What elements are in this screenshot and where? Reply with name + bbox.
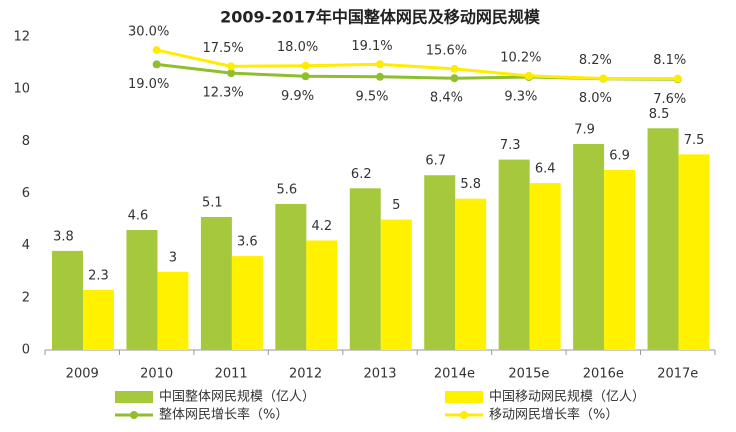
legend-label: 中国整体网民规模（亿人） <box>159 390 315 405</box>
data-label: 19.1% <box>351 39 392 54</box>
line-marker <box>599 74 608 83</box>
legend-label: 整体网民增长率（%） <box>159 407 288 423</box>
data-label: 3 <box>169 250 177 265</box>
bar <box>647 128 679 350</box>
data-label: 9.9% <box>281 89 314 104</box>
line-marker <box>227 62 236 71</box>
bar <box>83 290 114 350</box>
line <box>156 48 678 81</box>
x-tick-label: 2015e <box>508 367 549 382</box>
y-tick-label: 0 <box>22 343 30 358</box>
x-tick-label: 2010 <box>140 367 173 382</box>
x-tick-label: 2016e <box>583 367 624 382</box>
bar <box>604 170 636 350</box>
data-label: 9.5% <box>355 89 388 104</box>
data-label: 9.3% <box>504 90 537 105</box>
bar <box>380 219 412 350</box>
bar <box>126 230 158 350</box>
line-marker <box>673 74 682 83</box>
line-marker <box>301 61 310 70</box>
legend-swatch <box>115 391 153 403</box>
bar <box>52 250 83 350</box>
data-label: 5.1 <box>202 195 223 210</box>
legend-swatch <box>445 391 483 403</box>
data-label: 12.3% <box>202 86 243 101</box>
line-marker <box>450 74 459 83</box>
bar <box>349 188 381 350</box>
data-label: 7.5 <box>684 133 705 148</box>
data-label: 18.0% <box>277 40 318 55</box>
bar <box>573 143 605 350</box>
data-label: 5.6 <box>276 182 297 197</box>
y-tick-label: 2 <box>22 290 30 305</box>
data-label: 7.3 <box>500 138 521 153</box>
legend-label: 移动网民增长率（%） <box>489 407 618 423</box>
data-label: 8.2% <box>579 53 612 68</box>
x-tick-label: 2009 <box>66 367 99 382</box>
line-marker <box>524 71 533 80</box>
data-label: 7.9 <box>574 122 595 137</box>
legend-label: 中国移动网民规模（亿人） <box>489 390 645 405</box>
line-marker <box>152 60 161 69</box>
data-label: 8.0% <box>579 91 612 106</box>
data-label: 8.4% <box>430 91 463 106</box>
bar <box>306 240 338 350</box>
data-label: 4.6 <box>128 209 149 224</box>
data-label: 17.5% <box>202 41 243 56</box>
data-label: 6.7 <box>425 154 446 169</box>
y-tick-label: 8 <box>22 134 30 149</box>
data-label: 8.5 <box>649 107 670 122</box>
data-label: 6.4 <box>535 162 556 177</box>
data-label: 6.9 <box>609 149 630 164</box>
data-label: 30.0% <box>128 25 169 40</box>
x-tick-label: 2014e <box>434 367 475 382</box>
data-label: 5.8 <box>460 177 481 192</box>
data-label: 3.6 <box>237 235 258 250</box>
data-label: 19.0% <box>128 77 169 92</box>
bar <box>498 159 530 350</box>
data-label: 15.6% <box>426 43 467 58</box>
x-tick-label: 2012 <box>289 367 322 382</box>
line-marker <box>376 60 384 69</box>
line-marker <box>152 46 161 55</box>
legend-swatch <box>460 411 468 419</box>
bar <box>529 183 561 350</box>
line-marker <box>450 64 459 73</box>
x-tick-label: 2011 <box>215 367 248 382</box>
bar <box>200 216 232 350</box>
data-label: 4.2 <box>311 219 332 234</box>
bar <box>678 154 710 350</box>
data-label: 5 <box>392 198 400 213</box>
x-tick-label: 2017e <box>657 367 698 382</box>
bar <box>455 198 487 350</box>
data-label: 3.8 <box>53 229 74 244</box>
data-label: 10.2% <box>500 50 541 65</box>
line-marker <box>376 72 384 81</box>
y-tick-label: 4 <box>22 238 30 253</box>
y-tick-label: 6 <box>22 186 30 201</box>
chart-title: 2009-2017年中国整体网民及移动网民规模 <box>220 8 541 27</box>
bar <box>424 175 456 350</box>
bar <box>275 203 307 350</box>
y-tick-label: 12 <box>13 30 30 45</box>
y-tick-label: 10 <box>13 82 30 97</box>
legend-swatch <box>130 411 138 419</box>
x-tick-label: 2013 <box>363 367 396 382</box>
line-marker <box>301 72 310 81</box>
data-label: 2.3 <box>88 269 109 284</box>
data-label: 7.6% <box>653 92 686 107</box>
line-marker <box>227 69 236 78</box>
bar <box>157 271 189 350</box>
data-label: 8.1% <box>653 53 686 68</box>
bar <box>231 256 263 350</box>
data-label: 6.2 <box>351 167 372 182</box>
